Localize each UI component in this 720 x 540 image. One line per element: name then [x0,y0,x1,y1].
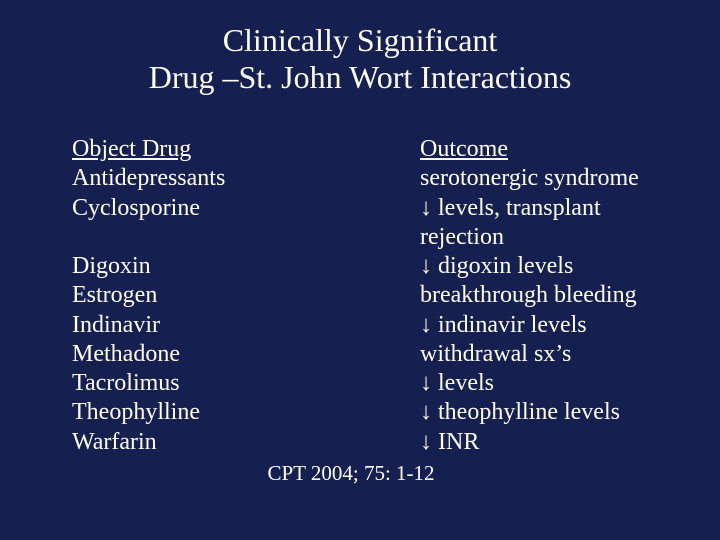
table-row: Methadone withdrawal sx’s [72,340,690,369]
outcome-cell: withdrawal sx’s [420,340,690,369]
drug-cell: Methadone [72,340,420,369]
table-row: Tacrolimus ↓ levels [72,369,690,398]
title-line-2: Drug –St. John Wort Interactions [149,59,572,95]
table-row: Indinavir ↓ indinavir levels [72,311,690,340]
header-row: Object Drug Outcome [72,135,690,164]
drug-cell: Warfarin [72,428,420,457]
outcome-cell: ↓ levels, transplant rejection [420,194,690,253]
drug-cell: Indinavir [72,311,420,340]
outcome-cell: ↓ digoxin levels [420,252,690,281]
outcome-cell: ↓ indinavir levels [420,311,690,340]
header-object-drug: Object Drug [72,135,420,164]
header-outcome: Outcome [420,135,690,164]
citation: CPT 2004; 75: 1-12 [72,461,690,487]
table-row: Theophylline ↓ theophylline levels [72,398,690,427]
drug-cell: Digoxin [72,252,420,281]
outcome-cell: breakthrough bleeding [420,281,690,310]
drug-cell: Cyclosporine [72,194,420,253]
outcome-cell: serotonergic syndrome [420,164,690,193]
outcome-cell: ↓ INR [420,428,690,457]
table-row: Antidepressants serotonergic syndrome [72,164,690,193]
content-area: Object Drug Outcome Antidepressants sero… [72,135,690,487]
drug-cell: Antidepressants [72,164,420,193]
drug-cell: Theophylline [72,398,420,427]
drug-cell: Tacrolimus [72,369,420,398]
table-row: Digoxin ↓ digoxin levels [72,252,690,281]
title-line-1: Clinically Significant [223,22,498,58]
table-row: Estrogen breakthrough bleeding [72,281,690,310]
slide: Clinically Significant Drug –St. John Wo… [0,0,720,540]
slide-title: Clinically Significant Drug –St. John Wo… [0,0,720,96]
table-row: Warfarin ↓ INR [72,428,690,457]
table-row: Cyclosporine ↓ levels, transplant reject… [72,194,690,253]
drug-cell: Estrogen [72,281,420,310]
outcome-cell: ↓ levels [420,369,690,398]
outcome-cell: ↓ theophylline levels [420,398,690,427]
